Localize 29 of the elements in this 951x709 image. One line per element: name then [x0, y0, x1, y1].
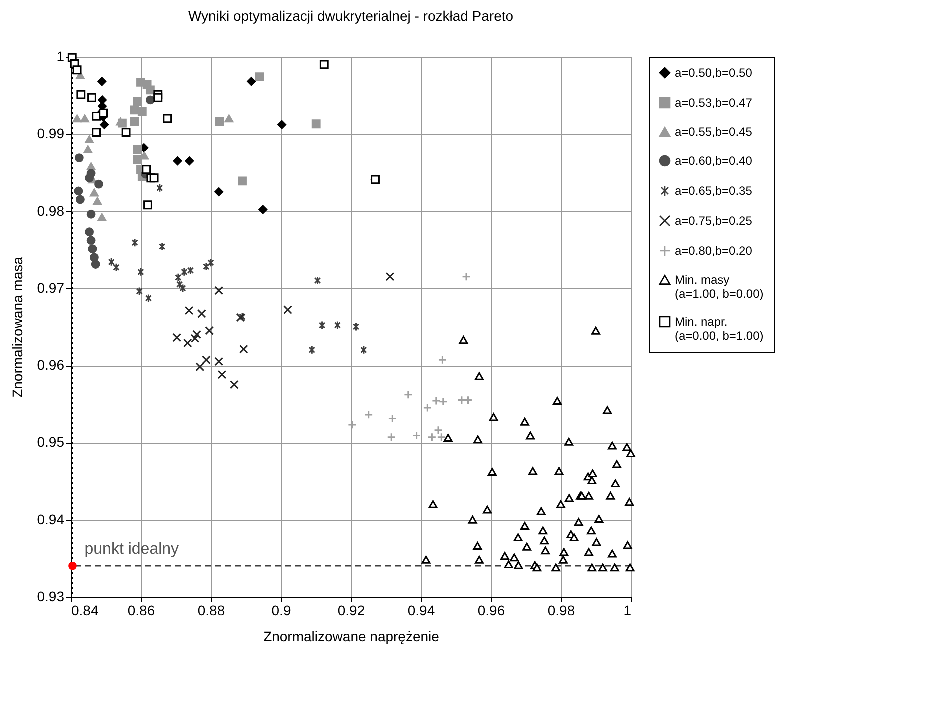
x-tick-label: 0.96	[478, 602, 506, 618]
y-axis-title: Znormalizowana masa	[9, 256, 26, 398]
x-tick-label: 0.92	[338, 602, 366, 618]
legend-label: Min. masy (a=1.00, b=0.00)	[675, 273, 764, 301]
y-tick-label: 0.96	[37, 357, 65, 374]
legend-label: a=0.53,b=0.47	[675, 96, 753, 110]
x-tick-label: 0.9	[272, 602, 292, 618]
y-tick-label: 0.99	[37, 126, 65, 142]
x-tick-label: 0.88	[198, 602, 226, 618]
y-tick-label: 0.95	[37, 434, 65, 450]
x-tick-label: 1	[624, 602, 632, 618]
y-tick-label: 1	[56, 48, 65, 64]
legend-label: a=0.80,b=0.20	[675, 244, 753, 258]
x-axis-title: Znormalizowane naprężenie	[264, 628, 440, 644]
x-tick-label: 0.84	[72, 602, 99, 618]
y-tick-label: 0.94	[37, 511, 65, 528]
x-tick-label: 0.98	[548, 602, 576, 618]
legend-label: a=0.50,b=0.50	[675, 66, 753, 80]
y-tick-label: 0.93	[37, 588, 65, 604]
chart-title: Wyniki optymalizacji dwukryterialnej - rozkład Pareto	[188, 8, 514, 24]
legend-label: a=0.65,b=0.35	[675, 184, 753, 198]
y-tick-label: 0.98	[37, 202, 65, 219]
x-tick-label: 0.94	[408, 602, 436, 618]
y-tick-label: 0.97	[37, 280, 65, 296]
legend-label: Min. napr. (a=0.00, b=1.00)	[675, 315, 764, 343]
legend-label: a=0.55,b=0.45	[675, 125, 753, 139]
x-tick-label: 0.86	[128, 602, 156, 618]
legend-label: a=0.75,b=0.25	[675, 214, 753, 228]
legend-label: a=0.60,b=0.40	[675, 154, 753, 168]
